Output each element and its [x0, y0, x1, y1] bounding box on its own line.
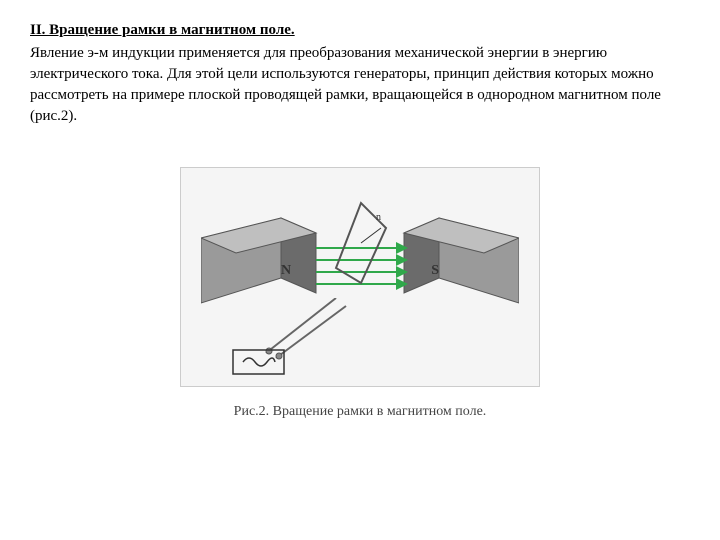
svg-text:n: n: [376, 212, 381, 223]
circuit-box: [231, 348, 286, 376]
magnet-south-label: S: [431, 263, 439, 279]
figure: N S n: [180, 167, 540, 387]
magnet-north-label: N: [281, 263, 291, 279]
section-heading: II. Вращение рамки в магнитном поле.: [30, 20, 690, 41]
figure-container: N S n: [30, 167, 690, 420]
rotating-frame: n: [326, 198, 396, 288]
section-paragraph: Явление э-м индукции применяется для пре…: [30, 43, 690, 127]
figure-caption: Рис.2. Вращение рамки в магнитном поле.: [30, 404, 690, 420]
magnet-south: [399, 208, 519, 318]
